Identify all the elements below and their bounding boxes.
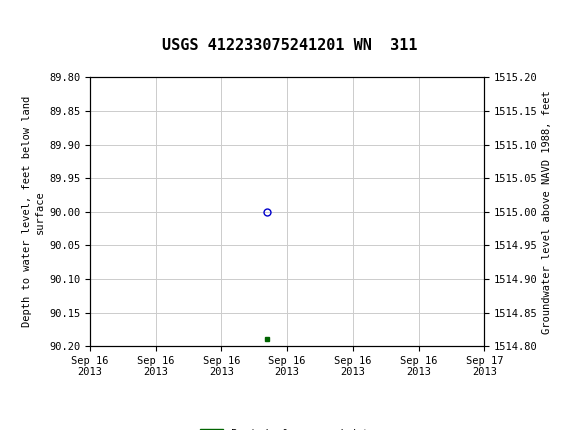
Text: USGS 412233075241201 WN  311: USGS 412233075241201 WN 311: [162, 38, 418, 52]
Legend: Period of approved data: Period of approved data: [195, 425, 379, 430]
Y-axis label: Depth to water level, feet below land
surface: Depth to water level, feet below land su…: [21, 96, 45, 327]
Y-axis label: Groundwater level above NAVD 1988, feet: Groundwater level above NAVD 1988, feet: [542, 90, 552, 334]
Text: USGS: USGS: [38, 9, 93, 27]
